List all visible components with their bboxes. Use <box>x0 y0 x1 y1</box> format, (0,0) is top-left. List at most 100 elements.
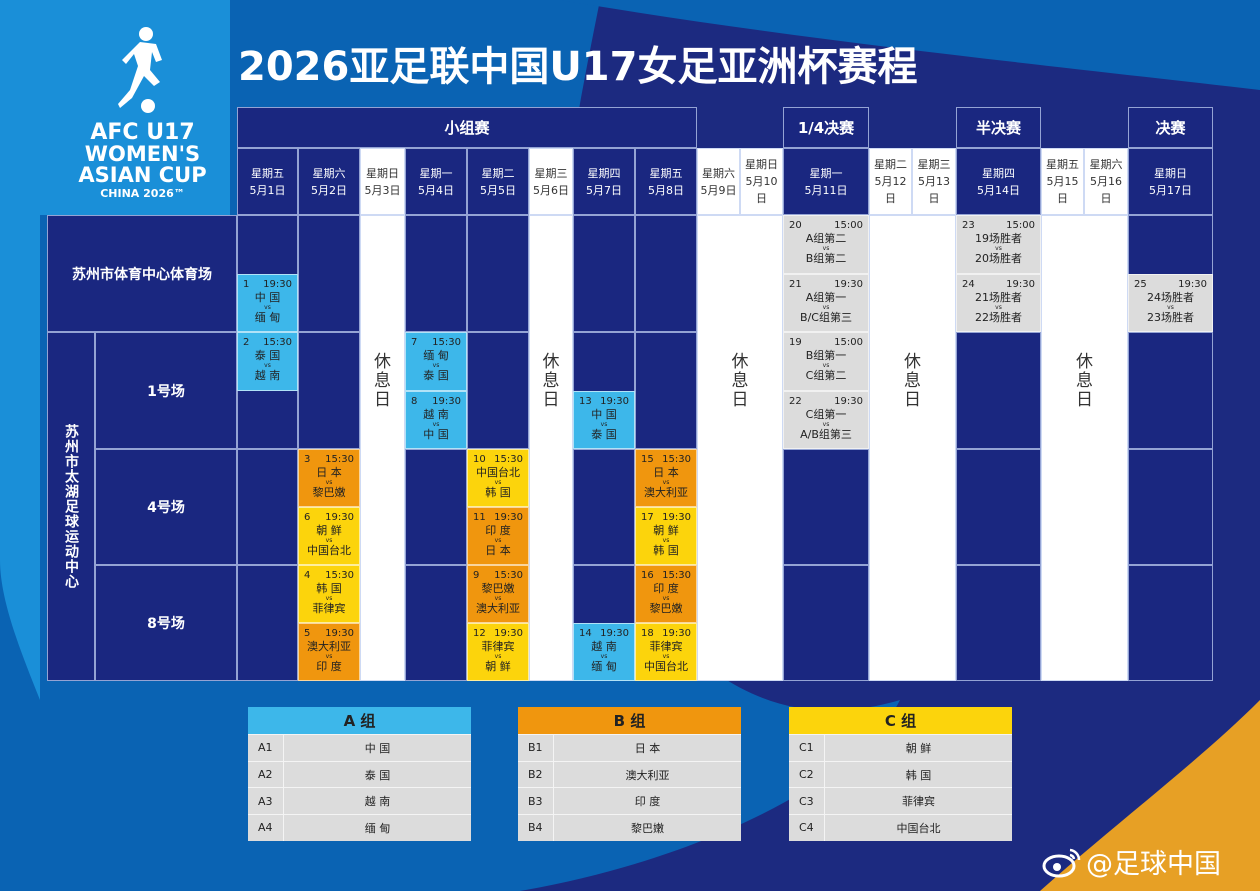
match-card[interactable]: 13 19:30 中 国 vs 泰 国 <box>573 390 635 449</box>
match-time: 15:30 <box>662 570 691 581</box>
match-card[interactable]: 2 15:30 泰 国 vs 越 南 <box>237 332 298 391</box>
match-time: 19:30 <box>494 512 523 523</box>
weekday: 星期五 <box>649 166 683 180</box>
match-number: 17 <box>641 512 654 523</box>
match-meta: 25 19:30 <box>1129 278 1212 291</box>
empty-slot <box>956 565 1041 681</box>
match-card[interactable]: 24 19:30 21场胜者 vs 22场胜者 <box>956 273 1041 332</box>
day-header: 星期六 5月2日 <box>298 148 360 215</box>
group-team-row: B1 日 本 <box>518 734 741 761</box>
team-name: 朝 鲜 <box>905 741 932 755</box>
group-title: A 组 <box>248 707 471 734</box>
match-time: 19:30 <box>325 628 354 639</box>
away-team: 中国台北 <box>307 544 351 557</box>
player-silhouette-icon <box>118 27 162 113</box>
vs-label: vs <box>995 303 1002 311</box>
group-title: C 组 <box>789 707 1012 734</box>
match-card[interactable]: 17 19:30 朝 鲜 vs 韩 国 <box>635 507 697 565</box>
vs-label: vs <box>662 653 670 660</box>
group-team-row: C1 朝 鲜 <box>789 734 1012 761</box>
match-card[interactable]: 9 15:30 黎巴嫩 vs 澳大利亚 <box>467 565 529 623</box>
group-table-c: C 组 C1 朝 鲜 C2 韩 国 C3 菲律宾 C4 中国台北 <box>789 707 1012 841</box>
match-card[interactable]: 11 19:30 印 度 vs 日 本 <box>467 507 529 565</box>
date: 5月15日 <box>1046 175 1079 205</box>
date: 5月5日 <box>480 183 516 197</box>
match-card[interactable]: 10 15:30 中国台北 vs 韩 国 <box>467 449 529 507</box>
home-team: 24场胜者 <box>1147 290 1194 304</box>
match-number: 2 <box>243 337 250 348</box>
home-team: A组第一 <box>805 290 847 304</box>
match-meta: 13 19:30 <box>574 395 634 408</box>
team-name: 越 南 <box>364 795 391 809</box>
rest-day-label: 休息日 <box>374 352 391 410</box>
match-card[interactable]: 8 19:30 越 南 vs 中 国 <box>405 390 467 449</box>
away-team: 澳大利亚 <box>476 602 520 615</box>
match-number: 4 <box>304 570 311 581</box>
team-code: B4 <box>518 815 554 841</box>
home-team: 菲律宾 <box>649 640 683 653</box>
match-card[interactable]: 1 19:30 中 国 vs 缅 甸 <box>237 273 298 332</box>
logo-line-1: AFC U17 <box>90 120 195 145</box>
day-header: 星期五 5月15日 <box>1041 148 1084 215</box>
day-header: 星期六 5月16日 <box>1084 148 1128 215</box>
match-meta: 7 15:30 <box>406 336 466 349</box>
match-card[interactable]: 15 15:30 日 本 vs 澳大利亚 <box>635 449 697 507</box>
empty-slot <box>1128 332 1213 449</box>
vs-label: vs <box>494 479 502 486</box>
match-number: 20 <box>789 220 802 231</box>
match-card[interactable]: 4 15:30 韩 国 vs 菲律宾 <box>298 565 360 623</box>
match-meta: 19 15:00 <box>784 336 868 349</box>
match-card[interactable]: 14 19:30 越 南 vs 缅 甸 <box>573 623 635 681</box>
logo-line-4: CHINA 2026™ <box>100 187 185 200</box>
match-card[interactable]: 6 19:30 朝 鲜 vs 中国台北 <box>298 507 360 565</box>
match-number: 23 <box>962 220 975 231</box>
weekday: 星期一 <box>419 166 453 180</box>
home-team: 菲律宾 <box>481 640 515 653</box>
match-meta: 21 19:30 <box>784 278 868 291</box>
weekday: 星期一 <box>809 166 843 180</box>
match-card[interactable]: 12 19:30 菲律宾 vs 朝 鲜 <box>467 623 529 681</box>
away-team: 缅 甸 <box>254 310 281 324</box>
match-card[interactable]: 22 19:30 C组第一 vs A/B组第三 <box>783 390 869 449</box>
page-title: 2026亚足联中国U17女足亚洲杯赛程 <box>238 44 918 90</box>
home-team: 泰 国 <box>254 349 281 362</box>
away-team: 22场胜者 <box>975 310 1022 324</box>
match-number: 10 <box>473 454 486 465</box>
date: 5月6日 <box>533 183 569 197</box>
empty-slot <box>298 215 360 332</box>
match-card[interactable]: 5 19:30 澳大利亚 vs 印 度 <box>298 623 360 681</box>
group-team-row: B4 黎巴嫩 <box>518 814 741 841</box>
match-card[interactable]: 16 15:30 印 度 vs 黎巴嫩 <box>635 565 697 623</box>
away-team: 20场胜者 <box>975 252 1022 265</box>
weibo-watermark: @足球中国 <box>1042 842 1221 881</box>
match-card[interactable]: 7 15:30 缅 甸 vs 泰 国 <box>405 332 467 391</box>
away-team: 缅 甸 <box>591 660 617 673</box>
match-card[interactable]: 3 15:30 日 本 vs 黎巴嫩 <box>298 449 360 507</box>
match-card[interactable]: 21 19:30 A组第一 vs B/C组第三 <box>783 273 869 332</box>
match-meta: 3 15:30 <box>299 453 359 466</box>
empty-slot <box>635 215 697 332</box>
home-team: 韩 国 <box>316 582 342 595</box>
home-team: 印 度 <box>485 524 511 537</box>
match-meta: 11 19:30 <box>468 511 528 524</box>
match-card[interactable]: 23 15:00 19场胜者 vs 20场胜者 <box>956 215 1041 274</box>
match-card[interactable]: 25 19:30 24场胜者 vs 23场胜者 <box>1128 273 1213 332</box>
rest-day-column: 休息日 <box>869 215 956 681</box>
match-card[interactable]: 20 15:00 A组第二 vs B组第二 <box>783 215 869 274</box>
match-card[interactable]: 19 15:00 B组第一 vs C组第二 <box>783 332 869 391</box>
match-meta: 5 19:30 <box>299 627 359 640</box>
group-team-row: C2 韩 国 <box>789 760 1012 788</box>
match-time: 15:00 <box>834 220 863 231</box>
team-code: B1 <box>518 735 554 761</box>
team-name: 中 国 <box>364 741 391 755</box>
date: 5月17日 <box>1149 183 1192 197</box>
away-team: 中国台北 <box>644 660 688 673</box>
venue-pitch: 4号场 <box>95 449 237 565</box>
home-team: 越 南 <box>591 640 617 653</box>
match-number: 16 <box>641 570 654 581</box>
day-header: 星期日 5月17日 <box>1128 148 1213 215</box>
match-meta: 1 19:30 <box>238 278 297 291</box>
match-card[interactable]: 18 19:30 菲律宾 vs 中国台北 <box>635 623 697 681</box>
away-team: B/C组第三 <box>800 310 852 324</box>
team-name: 中国台北 <box>896 821 941 835</box>
